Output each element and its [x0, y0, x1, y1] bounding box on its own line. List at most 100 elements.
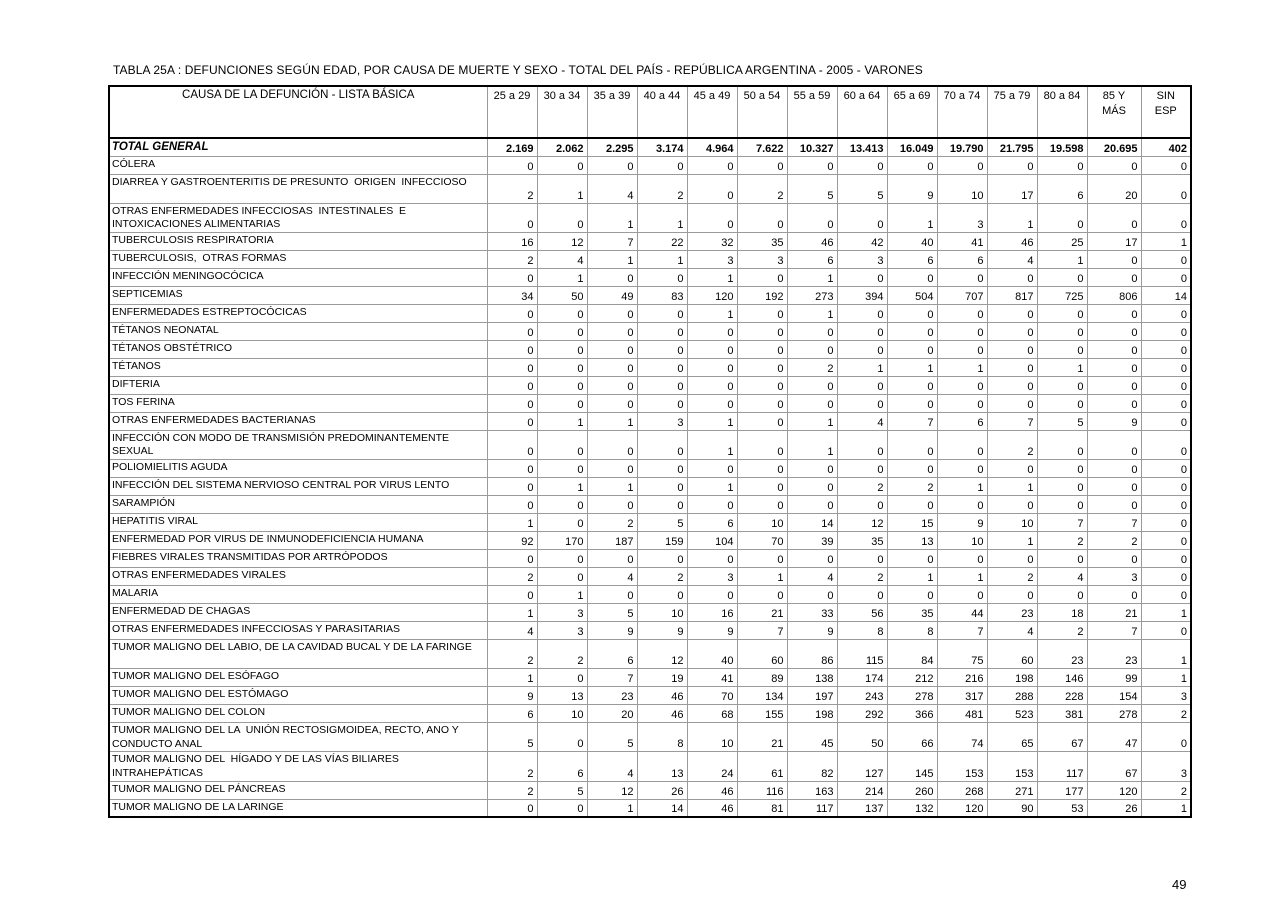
- value-cell: 23: [1086, 639, 1142, 670]
- value-cell: 0: [936, 155, 988, 175]
- value-cell: 0: [986, 357, 1038, 377]
- value-cell: 6: [1036, 173, 1088, 204]
- value-cell: 0: [486, 495, 538, 515]
- value-cell: 0: [536, 549, 588, 569]
- cause-label: TUMOR MALIGNO DEL COLON: [108, 704, 488, 724]
- value-cell: 0: [536, 722, 588, 753]
- value-cell: 0: [1140, 477, 1192, 497]
- value-cell: 1: [936, 357, 988, 377]
- value-cell: 99: [1086, 668, 1142, 688]
- cause-label: SARAMPIÓN: [108, 495, 488, 515]
- value-cell: 1: [1036, 357, 1088, 377]
- value-cell: 10: [736, 513, 788, 533]
- age-column-header: 75 a 79: [986, 85, 1038, 139]
- value-cell: 0: [486, 321, 538, 341]
- value-cell: 46: [986, 231, 1038, 251]
- age-column-header: 45 a 49: [686, 85, 738, 139]
- value-cell: 0: [1036, 375, 1088, 395]
- value-cell: 0: [636, 321, 688, 341]
- value-cell: 19: [636, 668, 688, 688]
- value-cell: 6: [486, 704, 538, 724]
- table-row: DIARREA Y GASTROENTERITIS DE PRESUNTO OR…: [108, 173, 1192, 204]
- cause-label: TUMOR MALIGNO DEL LA UNIÓN RECTOSIGMOIDE…: [108, 722, 488, 753]
- value-cell: 0: [486, 429, 538, 461]
- value-cell: 3: [686, 249, 738, 269]
- value-cell: 0: [636, 303, 688, 323]
- value-cell: 21: [736, 722, 788, 753]
- value-cell: 1: [786, 267, 838, 287]
- value-cell: 0: [586, 267, 638, 287]
- cause-label: ENFERMEDADES ESTREPTOCÓCICAS: [108, 303, 488, 323]
- value-cell: 0: [486, 155, 538, 175]
- value-cell: 46: [786, 231, 838, 251]
- value-cell: 707: [936, 285, 988, 305]
- value-cell: 0: [636, 459, 688, 479]
- table-row: TUMOR MALIGNO DEL LA UNIÓN RECTOSIGMOIDE…: [108, 722, 1192, 753]
- value-cell: 2: [486, 639, 538, 670]
- value-cell: 1: [686, 411, 738, 431]
- value-cell: 0: [1036, 155, 1088, 175]
- value-cell: 9: [586, 621, 638, 641]
- value-cell: 12: [586, 780, 638, 800]
- value-cell: 60: [986, 639, 1038, 670]
- cause-label: HEPATITIS VIRAL: [108, 513, 488, 533]
- total-general-label: TOTAL GENERAL: [108, 137, 488, 157]
- value-cell: 0: [1140, 155, 1192, 175]
- value-cell: 0: [1086, 585, 1142, 605]
- value-cell: 0: [1086, 339, 1142, 359]
- value-cell: 0: [886, 321, 938, 341]
- value-cell: 192: [736, 285, 788, 305]
- age-column-header: 35 a 39: [586, 85, 638, 139]
- value-cell: 1: [1140, 668, 1192, 688]
- value-cell: 0: [586, 459, 638, 479]
- value-cell: 0: [1140, 585, 1192, 605]
- value-cell: 278: [1086, 704, 1142, 724]
- value-cell: 0: [536, 375, 588, 395]
- value-cell: 0: [686, 173, 738, 204]
- value-cell: 0: [736, 155, 788, 175]
- value-cell: 41: [936, 231, 988, 251]
- value-cell: 13: [636, 751, 688, 782]
- value-cell: 7: [736, 621, 788, 641]
- cause-label: INFECCIÓN CON MODO DE TRANSMISIÓN PREDOM…: [108, 429, 488, 461]
- value-cell: 214: [836, 780, 888, 800]
- table-row: ENFERMEDAD POR VIRUS DE INMUNODEFICIENCI…: [108, 531, 1192, 551]
- table-row: TUMOR MALIGNO DEL LABIO, DE LA CAVIDAD B…: [108, 639, 1192, 670]
- value-cell: 0: [1086, 321, 1142, 341]
- value-cell: 3: [536, 603, 588, 623]
- value-cell: 4.964: [686, 137, 738, 157]
- value-cell: 0: [486, 585, 538, 605]
- value-cell: 0: [786, 321, 838, 341]
- value-cell: 0: [1140, 339, 1192, 359]
- value-cell: 0: [986, 321, 1038, 341]
- value-cell: 12: [536, 231, 588, 251]
- value-cell: 1: [686, 267, 738, 287]
- cause-label: TÉTANOS: [108, 357, 488, 377]
- value-cell: 0: [1140, 173, 1192, 204]
- value-cell: 4: [786, 567, 838, 587]
- value-cell: 47: [1086, 722, 1142, 753]
- age-column-header: 40 a 44: [636, 85, 688, 139]
- value-cell: 0: [536, 393, 588, 413]
- value-cell: 0: [736, 495, 788, 515]
- value-cell: 0: [886, 549, 938, 569]
- value-cell: 0: [686, 459, 738, 479]
- value-cell: 0: [786, 459, 838, 479]
- value-cell: 0: [586, 339, 638, 359]
- value-cell: 0: [486, 267, 538, 287]
- value-cell: 0: [836, 202, 888, 233]
- value-cell: 1: [936, 567, 988, 587]
- table-row: SEPTICEMIAS 34 50 49 83 120 192 273 394 504 707 817…: [108, 285, 1192, 305]
- value-cell: 6: [936, 411, 988, 431]
- table-row: POLIOMIELITIS AGUDA 0 0 0 0 0 0 0 0 0 0 0 0 0 0: [108, 459, 1192, 479]
- value-cell: 33: [786, 603, 838, 623]
- value-cell: 0: [1036, 339, 1088, 359]
- value-cell: 0: [986, 393, 1038, 413]
- value-cell: 0: [986, 459, 1038, 479]
- cause-label: ENFERMEDAD POR VIRUS DE INMUNODEFICIENCI…: [108, 531, 488, 551]
- total-general-row: TOTAL GENERAL 2.169 2.062 2.295 3.174 4.964 7.…: [108, 137, 1192, 157]
- age-column-header: 60 a 64: [836, 85, 888, 139]
- value-cell: 0: [636, 477, 688, 497]
- value-cell: 0: [886, 585, 938, 605]
